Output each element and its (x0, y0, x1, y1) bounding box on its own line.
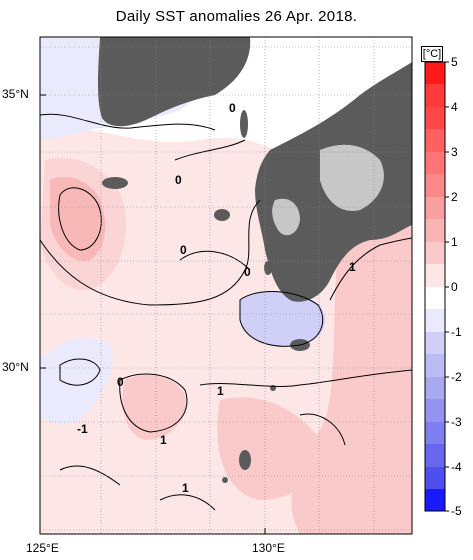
contour-label: 1 (182, 481, 189, 495)
colorbar-tick: 5 (451, 55, 458, 69)
contour-label: 1 (160, 433, 167, 447)
colorbar-tick: -1 (451, 325, 462, 339)
lon-label-125e: 125°E (26, 541, 59, 555)
colorbar-tick: 4 (451, 100, 458, 114)
anomaly-pink-central (122, 375, 186, 440)
island-tsushima (240, 110, 248, 138)
contour-label: 0 (117, 375, 124, 389)
lat-label-30n: 30°N (2, 360, 29, 374)
map-title: Daily SST anomalies 26 Apr. 2018. (115, 8, 358, 25)
graticule (40, 37, 412, 534)
contour-label: -1 (77, 422, 88, 436)
colorbar-tick: 3 (451, 145, 458, 159)
colorbar-tick: 1 (451, 235, 458, 249)
colorbar (424, 61, 449, 512)
contour-label: 1 (217, 384, 224, 398)
anomaly-pink-west-inner (40, 157, 126, 291)
anomaly-light-blue-w (40, 337, 113, 425)
colorbar-tick: 2 (451, 190, 458, 204)
island-jeju (102, 177, 128, 189)
contour-label: 0 (229, 101, 236, 115)
anomaly-blue-south-kyushu (240, 290, 325, 347)
contour-label: 0 (180, 243, 187, 257)
anomaly-pink-southeast (217, 397, 322, 500)
lon-label-130e: 130°E (252, 541, 285, 555)
colorbar-tick: -3 (451, 415, 462, 429)
contour-label-group: 0 0 0 0 0 1 1 1 -1 1 (77, 101, 356, 495)
colorbar-tick: 0 (451, 280, 458, 294)
axis-ticks (39, 94, 266, 534)
contour-label: 1 (349, 260, 356, 274)
island-amami (239, 450, 251, 470)
contour-label: 0 (175, 173, 182, 187)
island-koshiki (264, 261, 272, 275)
lat-label-35n: 35°N (2, 87, 29, 101)
island-goto (214, 209, 230, 221)
map-frame (39, 36, 413, 535)
missing-kyushu (320, 144, 384, 211)
colorbar-tick: -2 (451, 370, 462, 384)
contour-label: 0 (244, 265, 251, 279)
colorbar-tick: -4 (451, 460, 462, 474)
colorbar-tick: -5 (451, 504, 462, 518)
contour-lines (40, 113, 412, 511)
colorbar-unit: [°C] (421, 46, 443, 62)
land-korea (98, 37, 251, 127)
island-okinoerabu (222, 477, 228, 483)
missing-kyushu-w (272, 198, 300, 236)
